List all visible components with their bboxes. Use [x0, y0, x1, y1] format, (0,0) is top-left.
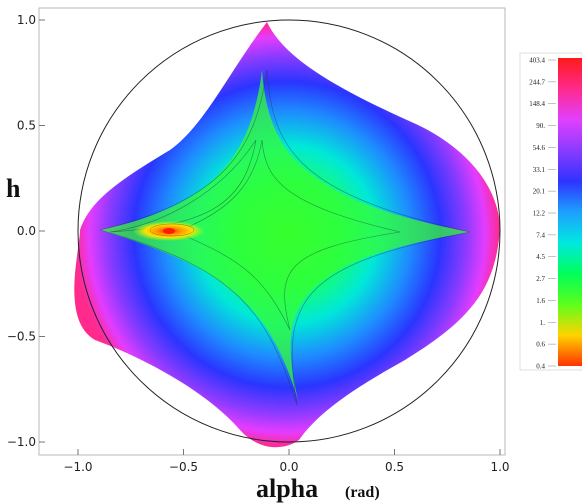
x-tick-label: 1.0	[490, 460, 509, 474]
x-axis-title: alpha	[256, 474, 318, 503]
x-tick-label: 0.5	[385, 460, 404, 474]
colorbar-tick-label: 1.6	[536, 297, 545, 305]
colorbar-tick-label: 148.4	[529, 100, 545, 108]
colorbar-tick-label: 33.1	[533, 166, 546, 174]
contour-inner	[174, 139, 401, 331]
x-tick-label: 0.0	[279, 460, 298, 474]
y-axis-ticks: 1.0 0.5 0.0 −0.5 −1.0	[7, 13, 45, 449]
colorbar-gradient	[558, 58, 582, 366]
colorbar-tick-label: 12.2	[533, 210, 546, 218]
colorbar-tick-label: 1.	[540, 319, 546, 327]
peak-core	[163, 228, 175, 234]
colorbar-ticks: 403.4 244.7 148.4 90. 54.6 33.1 20.1 12.2 7.4 4.5…	[529, 57, 556, 371]
contour-outer	[99, 69, 471, 406]
colorbar: 403.4 244.7 148.4 90. 54.6 33.1 20.1 12.2 7.4 4.5…	[519, 52, 582, 371]
peak-contour	[149, 223, 195, 237]
colorbar-tick-label: 0.4	[536, 363, 545, 371]
colorbar-tick-label: 403.4	[529, 57, 545, 65]
y-axis-title: h	[6, 174, 21, 203]
colorbar-tick-label: 90.	[536, 122, 545, 130]
y-tick-label: −0.5	[7, 330, 36, 344]
y-tick-label: 0.5	[17, 119, 36, 133]
colorbar-tick-label: 2.7	[536, 275, 545, 283]
x-tick-label: −0.5	[169, 460, 198, 474]
colorbar-tick-label: 244.7	[529, 78, 545, 86]
x-axis-ticks: −1.0 −0.5 0.0 0.5 1.0	[63, 449, 510, 474]
central-star-region	[100, 70, 470, 400]
plot-area	[74, 22, 501, 448]
colorbar-tick-label: 20.1	[533, 188, 546, 196]
y-tick-label: 0.0	[17, 224, 36, 238]
colorbar-tick-label: 0.6	[536, 341, 545, 349]
colorbar-tick-label: 7.4	[536, 231, 545, 239]
x-axis-unit: (rad)	[345, 484, 380, 501]
y-tick-label: −1.0	[7, 435, 36, 449]
contour-left-lobe	[109, 139, 257, 233]
colorbar-tick-label: 4.5	[536, 253, 545, 261]
x-tick-label: −1.0	[63, 460, 92, 474]
y-tick-label: 1.0	[17, 13, 36, 27]
colorbar-tick-label: 54.6	[533, 144, 546, 152]
boundary-circle	[77, 19, 501, 443]
